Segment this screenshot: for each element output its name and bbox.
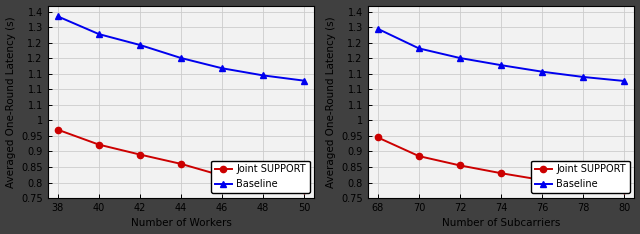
Joint SUPPORT xyxy=(300,189,308,192)
Baseline xyxy=(136,44,144,46)
Baseline xyxy=(95,33,103,36)
Line: Joint SUPPORT: Joint SUPPORT xyxy=(55,127,307,193)
Y-axis label: Averaged One-Round Latency (s): Averaged One-Round Latency (s) xyxy=(6,16,15,188)
Baseline xyxy=(259,74,267,77)
Baseline xyxy=(497,64,505,66)
Joint SUPPORT xyxy=(538,179,546,181)
Baseline xyxy=(177,57,185,59)
Joint SUPPORT xyxy=(218,174,226,177)
Joint SUPPORT xyxy=(620,189,628,192)
Baseline xyxy=(620,80,628,82)
Legend: Joint SUPPORT, Baseline: Joint SUPPORT, Baseline xyxy=(211,161,310,193)
Joint SUPPORT xyxy=(95,143,103,146)
Baseline xyxy=(456,57,464,59)
Joint SUPPORT xyxy=(456,164,464,167)
Joint SUPPORT xyxy=(54,128,61,131)
Joint SUPPORT xyxy=(259,183,267,186)
Baseline xyxy=(415,47,423,50)
Line: Joint SUPPORT: Joint SUPPORT xyxy=(375,134,627,193)
Joint SUPPORT xyxy=(177,162,185,165)
Y-axis label: Averaged One-Round Latency (s): Averaged One-Round Latency (s) xyxy=(326,16,335,188)
Baseline xyxy=(300,79,308,82)
Joint SUPPORT xyxy=(374,136,381,139)
X-axis label: Number of Workers: Number of Workers xyxy=(131,219,232,228)
Baseline xyxy=(579,76,587,78)
Legend: Joint SUPPORT, Baseline: Joint SUPPORT, Baseline xyxy=(531,161,630,193)
X-axis label: Number of Subcarriers: Number of Subcarriers xyxy=(442,219,560,228)
Baseline xyxy=(538,70,546,73)
Baseline xyxy=(54,15,61,18)
Joint SUPPORT xyxy=(136,153,144,156)
Joint SUPPORT xyxy=(497,172,505,175)
Baseline xyxy=(374,27,381,30)
Joint SUPPORT xyxy=(579,185,587,188)
Joint SUPPORT xyxy=(415,155,423,157)
Baseline xyxy=(218,67,226,70)
Line: Baseline: Baseline xyxy=(375,26,627,84)
Line: Baseline: Baseline xyxy=(55,13,307,84)
